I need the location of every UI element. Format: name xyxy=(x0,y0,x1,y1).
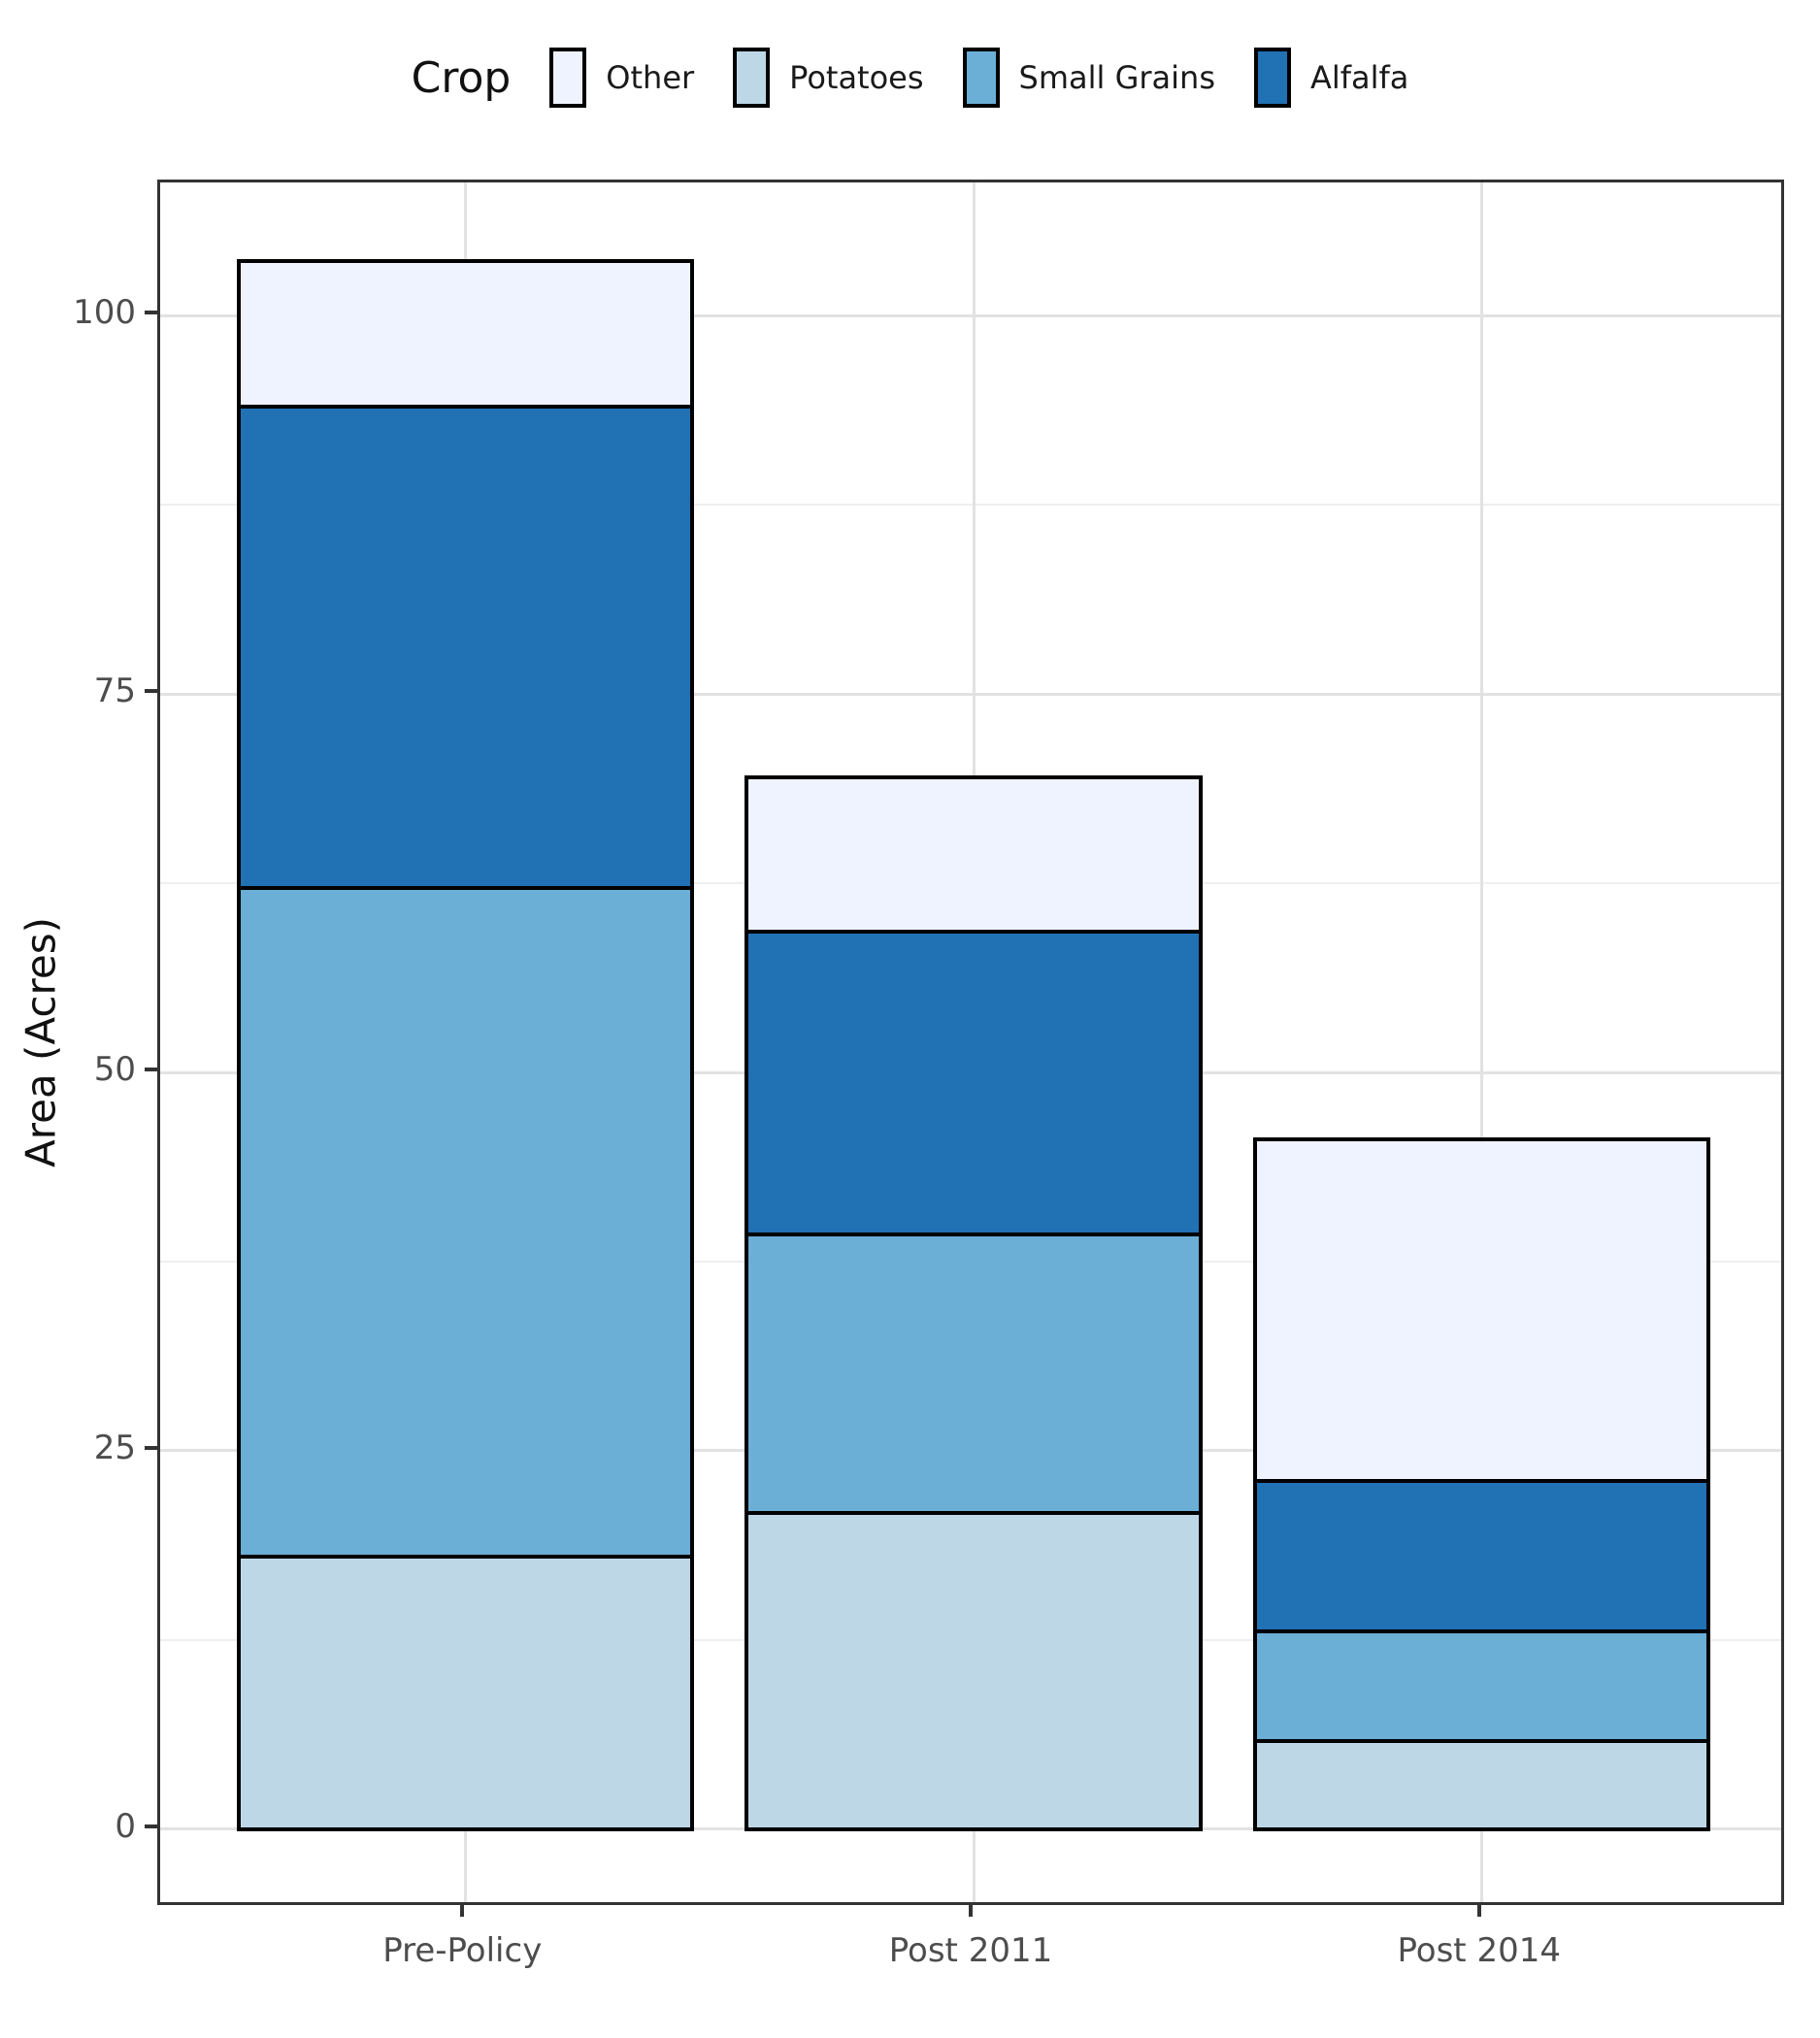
y-axis-label-100: 100 xyxy=(73,293,136,333)
major-gridline-y-75 xyxy=(160,692,1781,696)
legend-swatch-small-grains-icon xyxy=(962,48,1000,108)
x-axis-tick-post-2014 xyxy=(1476,1905,1481,1917)
y-axis-label-0: 0 xyxy=(115,1806,136,1846)
x-axis-label-post-2014: Post 2014 xyxy=(1397,1931,1561,1970)
bar-segment-post-2011-other xyxy=(745,774,1203,935)
bar-segment-post-2011-potatoes xyxy=(745,1510,1203,1831)
x-axis-label-post-2011: Post 2011 xyxy=(888,1931,1053,1970)
major-gridline-x-post-2014 xyxy=(1480,182,1484,1902)
legend-item-other: Other xyxy=(549,48,694,108)
bar-segment-pre-policy-small-grains xyxy=(236,885,694,1560)
legend-swatch-other-icon xyxy=(549,48,587,108)
bar-segment-post-2014-potatoes xyxy=(1253,1739,1711,1831)
legend-title: Crop xyxy=(411,52,512,103)
bar-segment-post-2014-other xyxy=(1253,1136,1711,1484)
major-gridline-y-100 xyxy=(160,313,1781,317)
x-axis-tick-pre-policy xyxy=(460,1905,465,1917)
legend-swatch-potatoes-icon xyxy=(733,48,771,108)
bar-segment-pre-policy-potatoes xyxy=(236,1555,694,1831)
y-axis-label-50: 50 xyxy=(93,1050,136,1090)
legend-item-small-grains: Small Grains xyxy=(962,48,1215,108)
legend-item-label: Small Grains xyxy=(1018,59,1215,96)
bar-segment-post-2014-small-grains xyxy=(1253,1628,1711,1744)
minor-gridline-y-87.5 xyxy=(160,504,1781,507)
legend-item-label: Other xyxy=(606,59,695,96)
bar-post-2011 xyxy=(745,182,1203,1902)
y-axis-tick-0 xyxy=(145,1824,157,1828)
legend-item-label: Alfalfa xyxy=(1309,59,1409,96)
bar-segment-post-2014-alfalfa xyxy=(1253,1479,1711,1633)
bar-segment-post-2011-alfalfa xyxy=(745,930,1203,1236)
legend-item-potatoes: Potatoes xyxy=(733,48,924,108)
bar-post-2014 xyxy=(1253,182,1711,1902)
y-axis-tick-25 xyxy=(145,1445,157,1450)
bar-segment-pre-policy-alfalfa xyxy=(236,404,694,890)
y-axis-tick-100 xyxy=(145,311,157,315)
bar-segment-pre-policy-other xyxy=(236,259,694,409)
x-axis-tick-post-2011 xyxy=(969,1905,973,1917)
y-axis-label-25: 25 xyxy=(93,1428,136,1467)
plot-panel xyxy=(157,180,1784,1905)
bar-pre-policy xyxy=(236,182,694,1902)
legend-swatch-alfalfa-icon xyxy=(1253,48,1291,108)
legend-item-label: Potatoes xyxy=(789,59,924,96)
y-axis-tick-50 xyxy=(145,1068,157,1072)
y-axis-title: Area (Acres) xyxy=(17,917,65,1167)
legend: Crop Other Potatoes Small Grains Alfalfa xyxy=(0,27,1820,128)
x-axis-label-pre-policy: Pre-Policy xyxy=(382,1931,543,1970)
bar-segment-post-2011-small-grains xyxy=(745,1232,1203,1515)
y-axis-tick-75 xyxy=(145,689,157,694)
y-axis-label-75: 75 xyxy=(93,672,136,711)
legend-item-alfalfa: Alfalfa xyxy=(1253,48,1409,108)
